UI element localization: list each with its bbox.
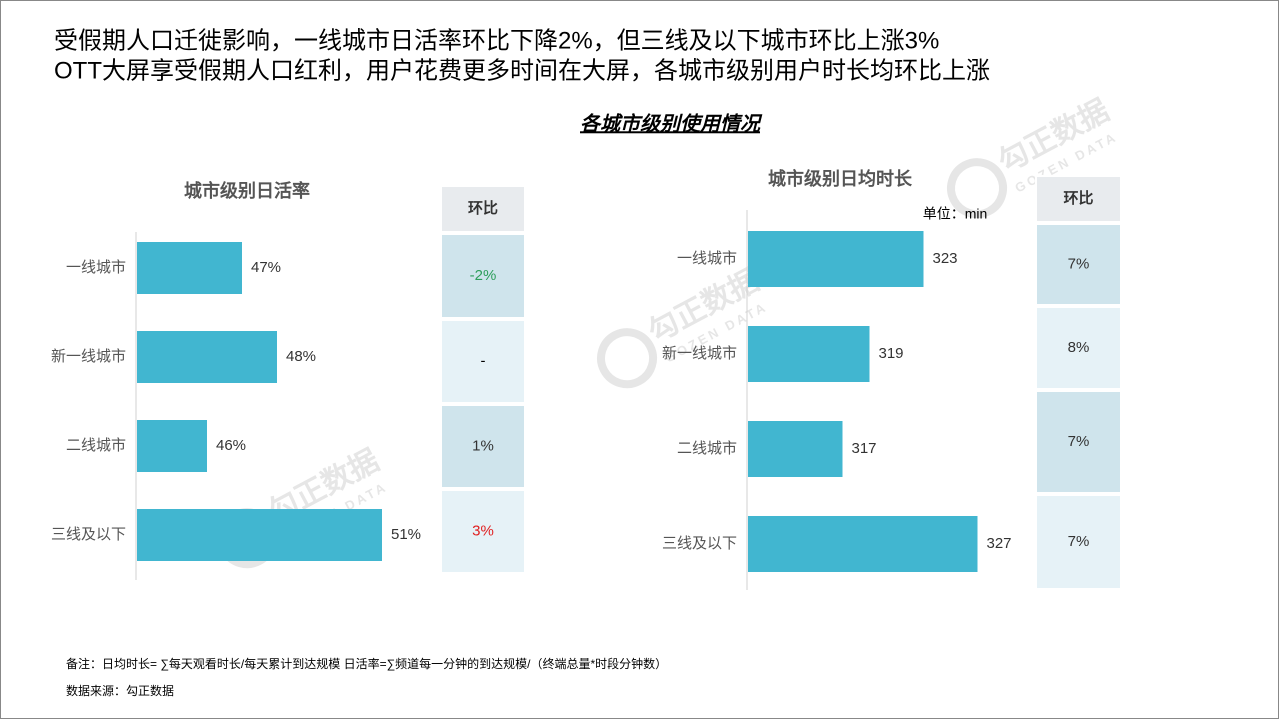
category-label: 三线及以下 (51, 526, 126, 543)
footnote: 数据来源：勾正数据 (66, 683, 174, 698)
category-label: 一线城市 (66, 259, 126, 276)
value-label: 319 (879, 345, 904, 362)
change-label: 1% (472, 437, 494, 454)
bar (137, 331, 277, 383)
change-label: 8% (1068, 339, 1090, 356)
table-cell (440, 489, 526, 574)
value-label: 46% (216, 437, 246, 454)
value-label: 51% (391, 526, 421, 543)
headline: OTT大屏享受假期人口红利，用户花费更多时间在大屏，各城市级别用户时长均环比上涨 (54, 57, 990, 84)
unit-label: 单位：min (923, 206, 988, 222)
watermark-logo (597, 328, 658, 389)
chart-title: 城市级别日均时长 (768, 168, 913, 189)
table-header-cell (440, 185, 526, 233)
change-label: 7% (1068, 533, 1090, 550)
bar (137, 242, 242, 294)
bar (748, 421, 843, 477)
category-label: 新一线城市 (662, 345, 737, 362)
headline: 受假期人口迁徙影响，一线城市日活率环比下降2%，但三线及以下城市环比上涨3% (54, 27, 939, 54)
bar (748, 231, 924, 287)
bar (748, 516, 978, 572)
category-label: 二线城市 (677, 440, 737, 457)
value-label: 327 (987, 535, 1012, 552)
category-label: 一线城市 (677, 250, 737, 267)
watermark-logo (947, 158, 1008, 219)
chart-title: 城市级别日活率 (184, 180, 310, 201)
bar (137, 509, 382, 561)
bar (137, 420, 207, 472)
value-label: 323 (933, 250, 958, 267)
table-cell (1035, 223, 1122, 306)
change-label: 7% (1068, 433, 1090, 450)
change-label: 3% (472, 522, 494, 539)
table-header: 环比 (468, 199, 498, 217)
table-cell (1035, 390, 1122, 494)
category-label: 三线及以下 (662, 535, 737, 552)
change-label: 7% (1068, 255, 1090, 272)
table-cell (1035, 306, 1122, 390)
table-header-cell (1035, 175, 1122, 223)
section-title: 各城市级别使用情况 (580, 112, 763, 135)
table-cell (440, 319, 526, 404)
change-label: - (481, 352, 486, 369)
value-label: 317 (852, 440, 877, 457)
table-header: 环比 (1063, 189, 1093, 207)
value-label: 47% (251, 259, 281, 276)
table-cell (440, 233, 526, 319)
change-label: -2% (470, 267, 497, 284)
category-label: 新一线城市 (51, 348, 126, 365)
table-cell (1035, 494, 1122, 590)
category-label: 二线城市 (66, 437, 126, 454)
footnote: 备注：日均时长= ∑每天观看时长/每天累计到达规模 日活率=∑频道每一分钟的到达… (66, 656, 667, 671)
value-label: 48% (286, 348, 316, 365)
table-cell (440, 404, 526, 489)
bar (748, 326, 870, 382)
